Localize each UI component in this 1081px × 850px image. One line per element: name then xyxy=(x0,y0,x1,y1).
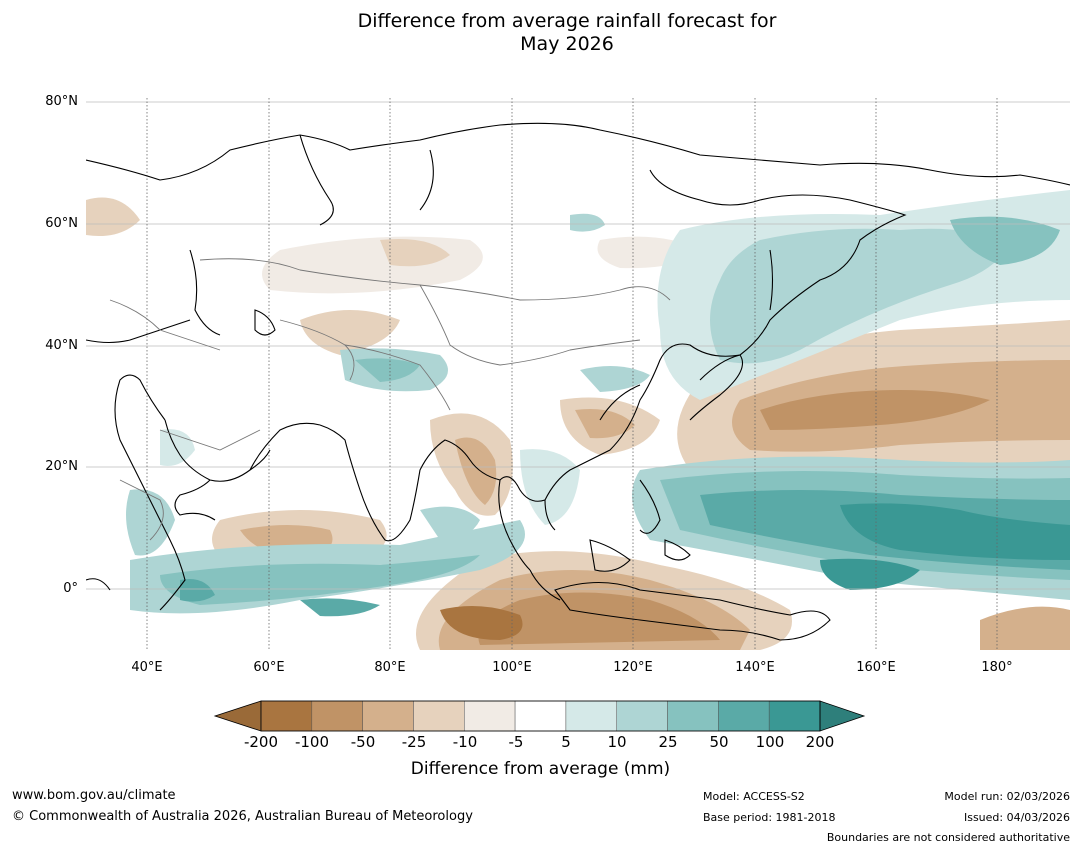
colorbar-tick: 100 xyxy=(755,733,785,751)
colorbar-tick: 10 xyxy=(607,733,627,751)
title-line-2: May 2026 xyxy=(520,33,614,55)
colorbar-frame xyxy=(260,700,821,732)
colorbar-swatch xyxy=(362,700,414,732)
coastlines xyxy=(86,122,1070,641)
rainfall-anomaly-fill xyxy=(86,100,1070,650)
colorbar-tick: -200 xyxy=(243,733,279,751)
title-line-1: Difference from average rainfall forecas… xyxy=(357,10,777,32)
lon-label-40e: 40°E xyxy=(131,660,163,675)
model-name: Model: ACCESS-S2 xyxy=(703,790,805,803)
model-run-date: Model run: 02/03/2026 xyxy=(944,790,1070,803)
colorbar-swatch xyxy=(768,700,821,732)
colorbar-swatch xyxy=(413,700,465,732)
copyright-notice: © Commonwealth of Australia 2026, Austra… xyxy=(12,809,473,824)
colorbar-swatch xyxy=(311,700,363,732)
lat-label-40n: 40°N xyxy=(45,338,78,353)
lon-label-100e: 100°E xyxy=(492,660,532,675)
boundaries-disclaimer: Boundaries are not considered authoritat… xyxy=(826,831,1070,844)
colorbar-swatch xyxy=(464,700,516,732)
colorbar-tick: -10 xyxy=(452,733,478,751)
lat-label-equator: 0° xyxy=(63,581,78,596)
colorbar-swatch xyxy=(260,700,313,732)
lat-label-60n: 60°N xyxy=(45,216,78,231)
lat-label-20n: 20°N xyxy=(45,459,78,474)
colorbar-tick: 25 xyxy=(658,733,678,751)
colorbar-swatch xyxy=(718,700,770,732)
map-title: Difference from average rainfall forecas… xyxy=(0,10,1081,56)
lon-label-60e: 60°E xyxy=(253,660,285,675)
lon-label-160e: 160°E xyxy=(856,660,896,675)
lon-label-140e: 140°E xyxy=(735,660,775,675)
colorbar-tick: -50 xyxy=(350,733,376,751)
colorbar-swatch xyxy=(565,700,617,732)
colorbar xyxy=(213,700,866,732)
meridians xyxy=(146,98,998,650)
graticule xyxy=(86,101,1070,590)
base-period: Base period: 1981-2018 xyxy=(703,811,836,824)
lon-label-80e: 80°E xyxy=(374,660,406,675)
colorbar-swatch xyxy=(616,700,668,732)
lon-label-180: 180° xyxy=(981,660,1013,675)
colorbar-tick: 5 xyxy=(561,733,571,751)
colorbar-tick: 200 xyxy=(805,733,835,751)
colorbar-swatch xyxy=(514,700,567,732)
colorbar-swatch xyxy=(667,700,719,732)
issued-date: Issued: 04/03/2026 xyxy=(963,811,1070,824)
website-link[interactable]: www.bom.gov.au/climate xyxy=(12,788,176,803)
colorbar-under-arrow xyxy=(213,700,262,732)
colorbar-tick: 50 xyxy=(709,733,729,751)
lat-label-80n: 80°N xyxy=(45,94,78,109)
colorbar-over-arrow xyxy=(819,700,866,732)
country-boundaries xyxy=(109,258,671,541)
colorbar-tick: -100 xyxy=(294,733,330,751)
colorbar-tick: -5 xyxy=(508,733,524,751)
lon-label-120e: 120°E xyxy=(613,660,653,675)
colorbar-tick: -25 xyxy=(401,733,427,751)
colorbar-label: Difference from average (mm) xyxy=(410,759,671,779)
